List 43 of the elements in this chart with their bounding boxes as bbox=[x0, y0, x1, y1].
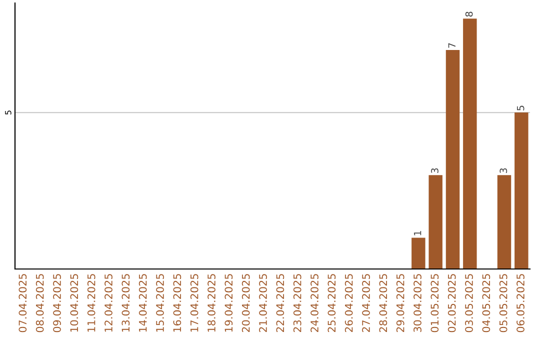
bar bbox=[497, 175, 512, 269]
data-label: 3 bbox=[431, 168, 438, 173]
x-tick-label: 17.04.2025 bbox=[190, 274, 198, 332]
data-label: 5 bbox=[517, 106, 524, 110]
data-label: 7 bbox=[448, 43, 456, 48]
x-tick-label: 24.04.2025 bbox=[310, 274, 318, 332]
x-tick-label: 16.04.2025 bbox=[173, 274, 182, 332]
x-tick-label: 22.04.2025 bbox=[276, 274, 284, 332]
x-tick-label: 05.05.2025 bbox=[499, 274, 508, 332]
x-tick-label: 01.05.2025 bbox=[430, 274, 439, 332]
x-tick-label: 25.04.2025 bbox=[328, 274, 336, 332]
x-tick-label: 20.04.2025 bbox=[242, 274, 250, 332]
x-tick-label: 30.04.2025 bbox=[414, 274, 422, 332]
x-tick-label: 07.04.2025 bbox=[18, 274, 27, 332]
ref-line-label: 5 bbox=[5, 110, 12, 115]
x-tick-label: 02.05.2025 bbox=[448, 274, 456, 332]
x-tick-label: 08.04.2025 bbox=[36, 274, 44, 332]
x-tick-label: 23.04.2025 bbox=[293, 274, 302, 332]
x-tick-label: 18.04.2025 bbox=[208, 274, 216, 332]
x-tick-label: 11.04.2025 bbox=[87, 274, 96, 332]
x-tick-label: 13.04.2025 bbox=[122, 274, 130, 332]
x-tick-label: 28.04.2025 bbox=[379, 274, 388, 332]
x-tick-label: 29.04.2025 bbox=[396, 274, 404, 332]
bar bbox=[428, 175, 442, 269]
data-label: 1 bbox=[414, 231, 422, 236]
x-tick-label: 27.04.2025 bbox=[362, 274, 370, 332]
x-tick-label: 14.04.2025 bbox=[138, 274, 147, 332]
bar bbox=[446, 50, 460, 269]
bar bbox=[463, 18, 477, 269]
x-tick-label: 04.05.2025 bbox=[482, 274, 490, 332]
x-tick-label: 21.04.2025 bbox=[259, 274, 267, 332]
x-tick-label: 10.04.2025 bbox=[70, 274, 78, 332]
x-tick-label: 15.04.2025 bbox=[156, 274, 164, 332]
data-label: 8 bbox=[465, 12, 473, 17]
bar bbox=[412, 238, 426, 269]
x-tick-label: 06.05.2025 bbox=[516, 274, 524, 332]
data-label: 3 bbox=[500, 168, 508, 173]
x-tick-label: 19.04.2025 bbox=[224, 274, 233, 332]
x-tick-label: 12.04.2025 bbox=[104, 274, 112, 332]
x-tick-label: 26.04.2025 bbox=[344, 274, 353, 332]
x-tick-label: 03.05.2025 bbox=[465, 274, 473, 332]
bar bbox=[514, 112, 528, 269]
x-tick-label: 09.04.2025 bbox=[53, 274, 61, 332]
